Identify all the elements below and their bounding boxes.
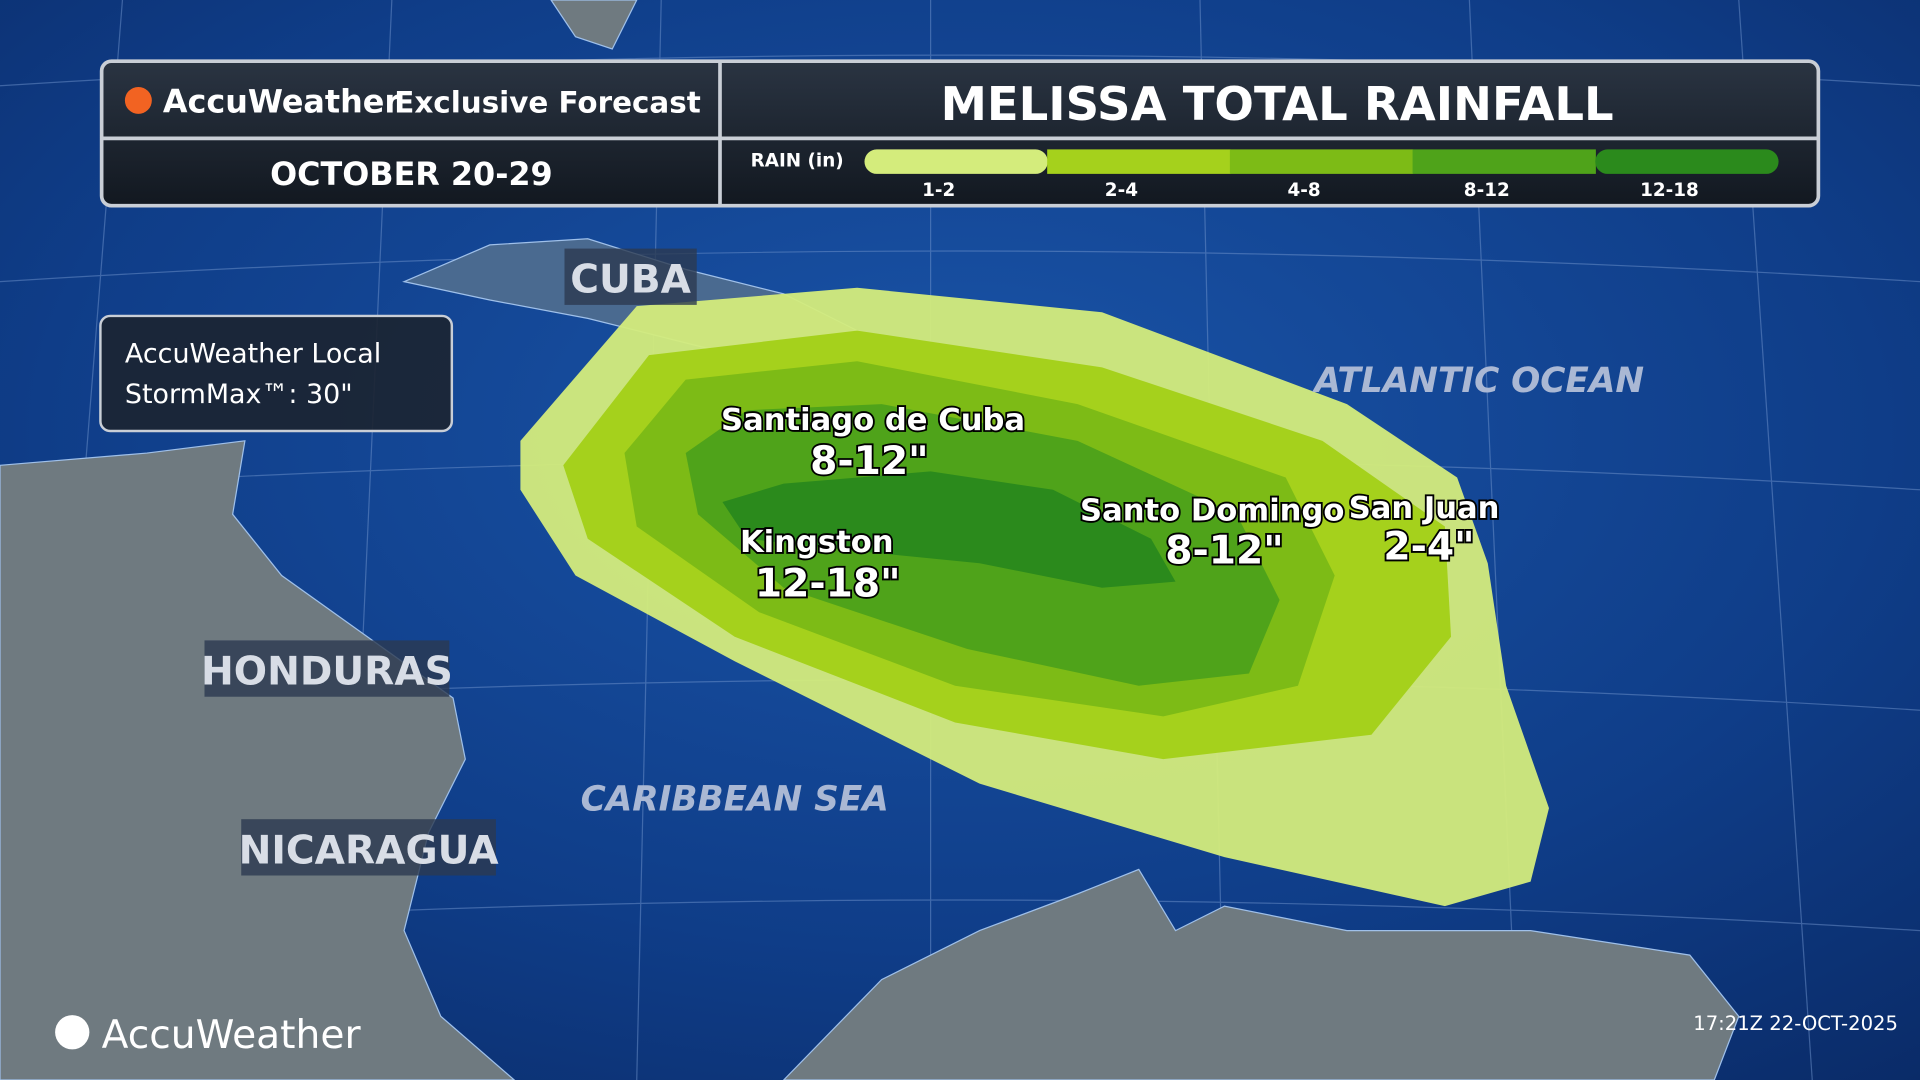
label-bg: [564, 248, 697, 305]
legend-item-label: 12-18: [1640, 180, 1699, 201]
city-labels: Santiago de Cuba 8-12" Kingston 12-18" S…: [719, 401, 1501, 608]
logo-icon: [55, 1015, 90, 1050]
city-amount: 8-12": [1165, 528, 1283, 573]
city-name: Santiago de Cuba: [721, 403, 1025, 438]
info-line: StormMax™: 30": [125, 379, 353, 410]
legend-label: RAIN (in): [751, 151, 844, 172]
rainfall-swath: [520, 287, 1549, 907]
brand: AccuWeather: [163, 83, 401, 121]
label-bg: [204, 640, 450, 697]
legend-swatch: [864, 149, 1048, 174]
country-label: HONDURAS: [201, 649, 453, 694]
country-labels: CUBA HONDURAS NICARAGUA: [201, 248, 697, 876]
legend-item-label: 4-8: [1287, 180, 1320, 201]
city-name: Santo Domingo: [1080, 493, 1344, 528]
legend-swatch: [1595, 149, 1779, 174]
legend: 1-2 2-4 4-8 8-12 12-18: [864, 149, 1779, 201]
info-box-frame: [99, 314, 454, 433]
info-box: AccuWeather Local StormMax™: 30": [99, 314, 454, 433]
water-label: CARIBBEAN SEA: [581, 780, 889, 820]
city-amount: 2-4": [1383, 525, 1474, 570]
dates: OCTOBER 20-29: [270, 155, 553, 193]
rain-12-18: [722, 471, 1176, 588]
city-amount: 12-18": [755, 561, 901, 606]
legend-swatch: [1047, 149, 1231, 174]
legend-item-label: 2-4: [1105, 180, 1138, 201]
water-label: ATLANTIC OCEAN: [1311, 361, 1644, 401]
timestamp: 17:21Z 22-OCT-2025: [1693, 1012, 1898, 1035]
city-name: Kingston: [740, 525, 894, 560]
footer-logo: AccuWeather: [102, 1013, 362, 1058]
sun-icon: [124, 86, 152, 114]
legend-swatch: [1229, 149, 1414, 174]
country-label: NICARAGUA: [239, 828, 500, 873]
legend-item-label: 8-12: [1464, 180, 1510, 201]
city-name: San Juan: [1349, 491, 1500, 526]
city-amount: 8-12": [810, 439, 928, 484]
header: AccuWeather Exclusive Forecast MELISSA T…: [99, 59, 1821, 208]
info-line: AccuWeather Local: [125, 338, 381, 369]
subtitle: Exclusive Forecast: [394, 86, 701, 120]
legend-swatch: [1412, 149, 1596, 174]
label-bg: [241, 819, 496, 876]
legend-item-label: 1-2: [922, 180, 955, 201]
title: MELISSA TOTAL RAINFALL: [941, 77, 1614, 131]
country-label: CUBA: [570, 258, 691, 303]
